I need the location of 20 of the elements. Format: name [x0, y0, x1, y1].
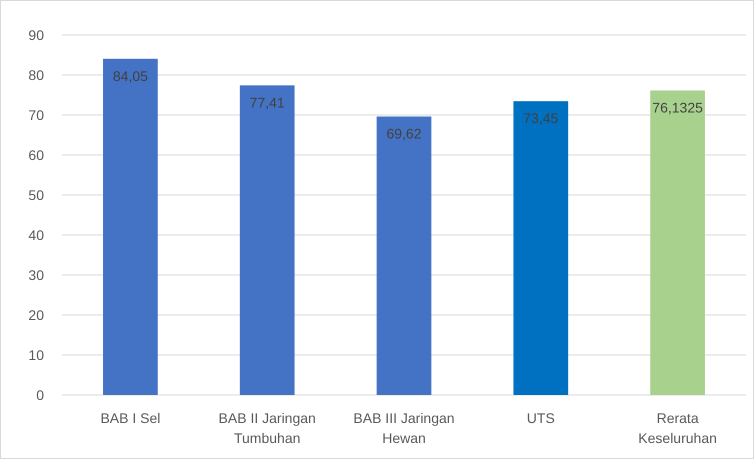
y-tick-label: 10	[28, 346, 44, 363]
y-tick-label: 0	[36, 386, 44, 403]
y-tick-label: 80	[28, 66, 44, 83]
x-tick-label: UTS	[526, 410, 555, 426]
y-tick-label: 30	[28, 266, 44, 283]
x-tick-label: BAB III Jaringan Hewan	[353, 410, 455, 446]
data-label: 77,41	[250, 94, 285, 110]
data-label: 76,1325	[652, 99, 704, 116]
y-tick-label: 90	[28, 26, 44, 43]
x-tick-label: BAB II Jaringan Tumbuhan	[218, 410, 316, 446]
data-label: 84,05	[112, 68, 148, 84]
y-tick-label: 50	[28, 186, 44, 203]
data-label: 69,62	[386, 126, 422, 142]
y-tick-label: 60	[28, 146, 44, 163]
data-label: 73,45	[523, 110, 559, 126]
x-tick-label: BAB I Sel	[100, 410, 160, 426]
y-tick-label: 20	[28, 306, 44, 323]
y-tick-label: 40	[28, 226, 44, 243]
x-tick-label: Rerata Keseluruhan	[638, 410, 717, 446]
y-tick-label: 70	[28, 106, 44, 123]
